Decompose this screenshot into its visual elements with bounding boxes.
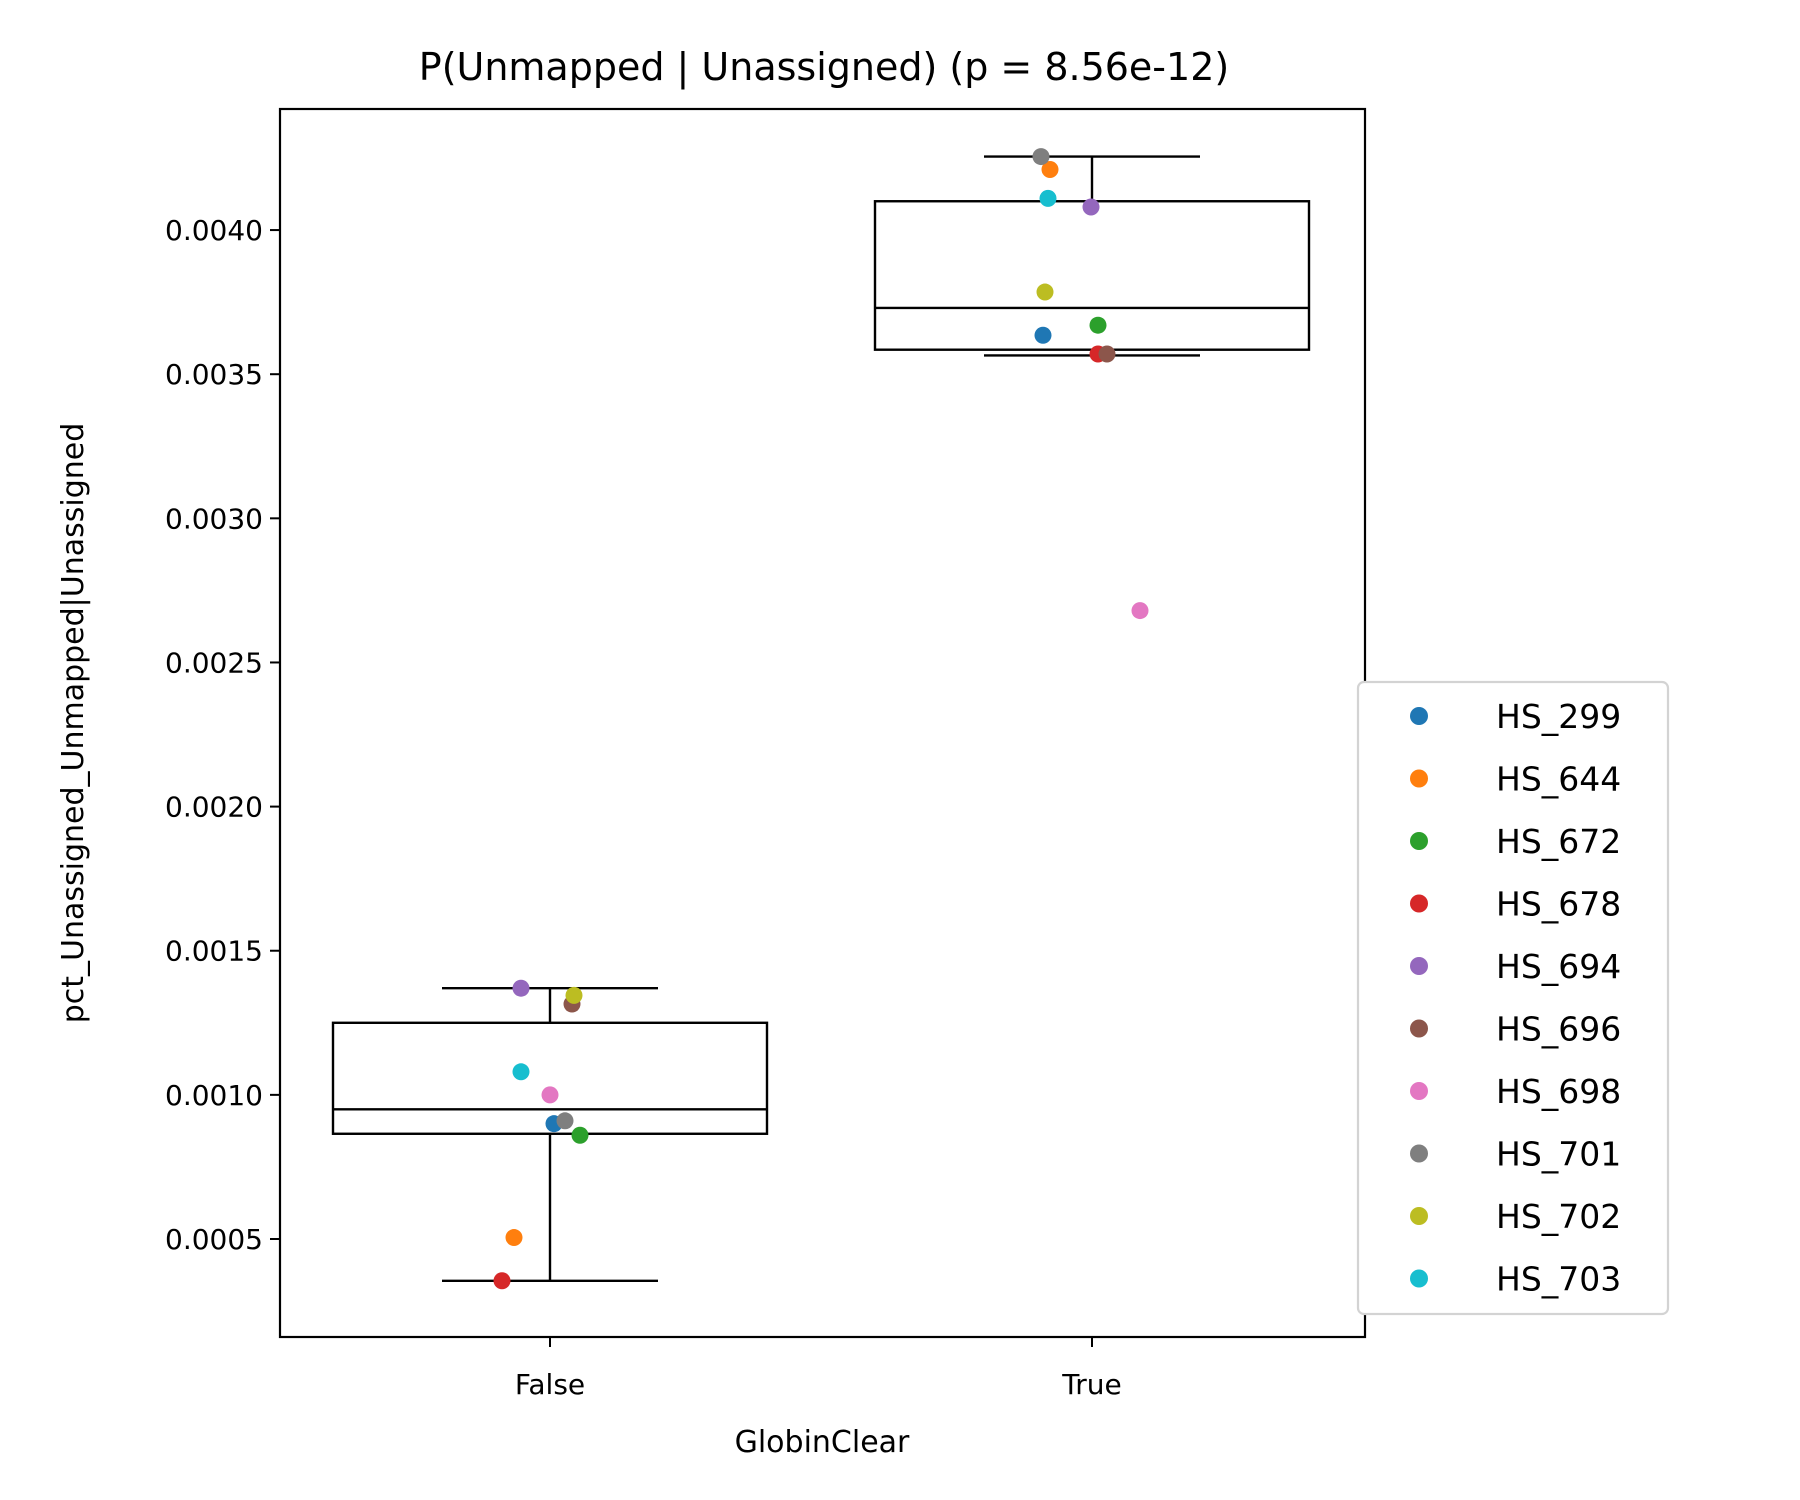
- y-tick-label: 0.0005: [165, 1223, 263, 1256]
- x-axis-title: GlobinClear: [735, 1425, 910, 1460]
- point-hs-672: [1089, 316, 1107, 334]
- strip-points: [493, 148, 1149, 1290]
- legend-frame: [1356, 680, 1670, 1316]
- legend-marker: [1410, 769, 1428, 788]
- legend-label: HS_698: [1496, 1072, 1621, 1111]
- legend-marker: [1410, 1082, 1428, 1100]
- legend-marker: [1410, 1269, 1428, 1288]
- legend-label: HS_678: [1496, 885, 1621, 924]
- legend-label: HS_299: [1496, 697, 1621, 736]
- point-hs-698: [1131, 602, 1149, 620]
- point-hs-698: [541, 1086, 559, 1104]
- legend-marker: [1410, 707, 1428, 725]
- y-tick-label: 0.0040: [165, 214, 263, 247]
- legend-item: HS_694: [1410, 947, 1621, 986]
- y-tick-label: 0.0030: [165, 502, 263, 535]
- box-plots: [331, 155, 1311, 1282]
- y-tick-label: 0.0020: [165, 791, 263, 824]
- y-axis-title: pct_Unassigned_Unmapped|Unassigned: [56, 423, 91, 1024]
- point-hs-701: [556, 1112, 574, 1130]
- legend-marker: [1410, 832, 1428, 850]
- legend-marker: [1410, 894, 1428, 913]
- y-tick-label: 0.0015: [165, 935, 263, 968]
- legend-item: HS_678: [1410, 885, 1621, 924]
- legend-marker: [1410, 1207, 1428, 1225]
- point-hs-696: [1098, 345, 1116, 363]
- point-hs-694: [512, 979, 530, 997]
- chart-title: P(Unmapped | Unassigned) (p = 8.56e-12): [419, 45, 1229, 90]
- legend-label: HS_701: [1496, 1135, 1621, 1174]
- point-hs-672: [571, 1126, 589, 1144]
- iqr-box: [331, 1021, 769, 1135]
- legend-item: HS_698: [1410, 1072, 1621, 1111]
- legend-item: HS_644: [1410, 760, 1621, 799]
- y-tick-label: 0.0010: [165, 1079, 263, 1112]
- legend-item: HS_696: [1410, 1010, 1621, 1049]
- y-axis: 0.0005 0.0010 0.0015 0.0020 0.0025 0.0030 0.00…: [165, 214, 280, 1256]
- legend-marker: [1410, 1019, 1428, 1038]
- legend-label: HS_702: [1496, 1197, 1621, 1236]
- legend-item: HS_701: [1410, 1135, 1621, 1174]
- y-tick-label: 0.0035: [165, 358, 263, 391]
- legend-label: HS_696: [1496, 1010, 1621, 1049]
- point-hs-644: [505, 1229, 523, 1247]
- point-hs-703: [1039, 189, 1057, 207]
- point-hs-702: [565, 986, 583, 1004]
- legend-item: HS_299: [1410, 697, 1621, 736]
- point-hs-644: [1041, 161, 1059, 179]
- y-tick-label: 0.0025: [165, 646, 263, 679]
- legend: HS_299 HS_644 HS_672 HS_678 HS_694 HS_696 HS_6…: [1356, 680, 1670, 1316]
- point-hs-694: [1082, 198, 1100, 216]
- x-tick-label: False: [515, 1368, 585, 1401]
- legend-item: HS_703: [1410, 1260, 1621, 1299]
- point-hs-702: [1036, 283, 1054, 301]
- legend-label: HS_672: [1496, 822, 1621, 861]
- plot-frame: [278, 107, 1367, 1339]
- legend-items: HS_299 HS_644 HS_672 HS_678 HS_694 HS_696 HS_6…: [1410, 697, 1621, 1299]
- legend-item: HS_702: [1410, 1197, 1621, 1236]
- point-hs-678: [493, 1272, 511, 1290]
- point-hs-299: [1034, 326, 1052, 344]
- x-axis: False True: [515, 1337, 1122, 1401]
- legend-label: HS_703: [1496, 1260, 1621, 1299]
- point-hs-701: [1032, 148, 1050, 166]
- legend-label: HS_644: [1496, 760, 1621, 799]
- legend-marker: [1410, 1144, 1428, 1163]
- legend-label: HS_694: [1496, 947, 1621, 986]
- legend-item: HS_672: [1410, 822, 1621, 861]
- x-tick-label: True: [1061, 1368, 1121, 1401]
- legend-marker: [1410, 957, 1428, 975]
- box-false: [331, 987, 769, 1282]
- point-hs-703: [512, 1063, 530, 1081]
